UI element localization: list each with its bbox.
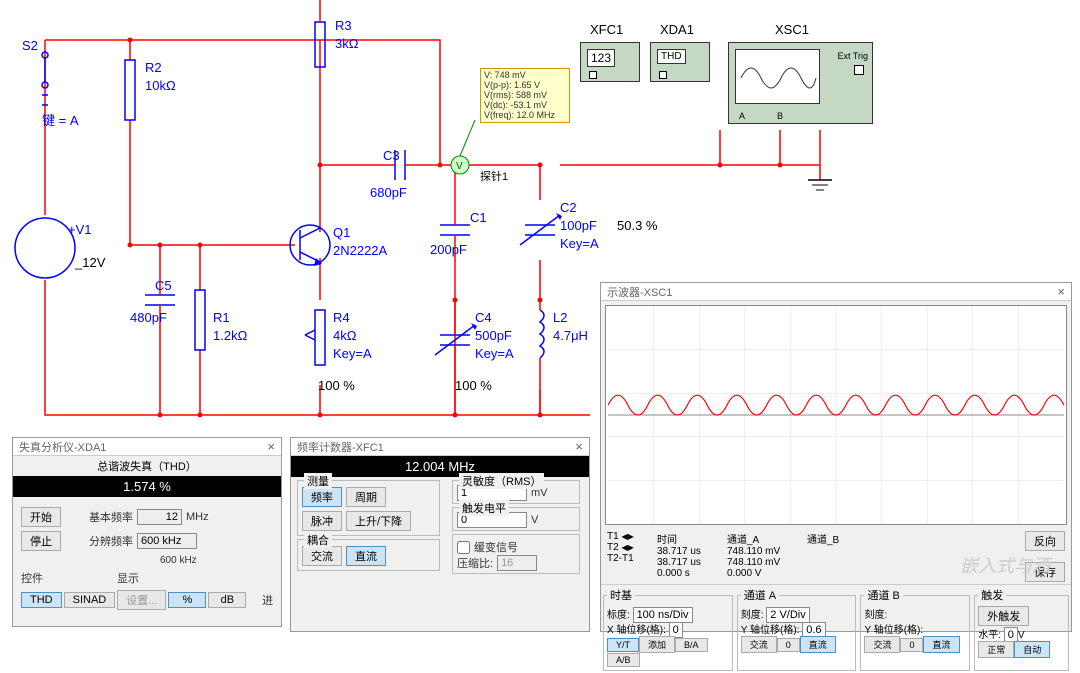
r1-value: 1.2kΩ (213, 328, 247, 343)
thd-label: 总谐波失真（THD） (13, 456, 281, 476)
xfc1-label: XFC1 (590, 22, 623, 37)
v1-label: +V1 (68, 222, 92, 237)
svg-text:V: V (456, 161, 463, 172)
s2-label: S2 (22, 38, 38, 53)
c2-label: C2 (560, 200, 577, 215)
close-icon[interactable]: × (267, 439, 275, 454)
r3-value: 3kΩ (335, 36, 358, 51)
pct-button[interactable]: % (168, 592, 206, 608)
c2-value: 100pF (560, 218, 597, 233)
scope-screen[interactable] (605, 305, 1067, 525)
c4-key: Key=A (475, 346, 514, 361)
yt-button[interactable]: Y/T (607, 638, 639, 652)
start-button[interactable]: 开始 (21, 507, 61, 527)
dc-button[interactable]: 直流 (346, 546, 386, 566)
close-icon[interactable]: × (575, 439, 583, 454)
xsc1-instrument[interactable]: Ext Trig A B (728, 42, 873, 124)
settings-button[interactable]: 设置... (117, 590, 166, 610)
add-button[interactable]: 添加 (639, 636, 675, 653)
updown-button[interactable]: 上升/下降 (346, 511, 411, 531)
close-icon[interactable]: × (1057, 284, 1065, 299)
probe-tooltip: V: 748 mVV(p-p): 1.65 VV(rms): 588 mVV(d… (480, 68, 570, 123)
r2-label: R2 (145, 60, 162, 75)
c5-label: C5 (155, 278, 172, 293)
xda-title: 失真分析仪-XDA1 (19, 439, 106, 455)
xda1-instrument[interactable]: THD (650, 42, 710, 82)
c5-value: 480pF (130, 310, 167, 325)
thd-value: 1.574 % (13, 476, 281, 497)
c3-value: 680pF (370, 185, 407, 200)
xfc1-display: 123 (587, 49, 615, 67)
base-freq-input[interactable]: 12 (137, 509, 182, 525)
save-button[interactable]: 保存 (1025, 562, 1065, 582)
r4-value: 4kΩ (333, 328, 356, 343)
r3-label: R3 (335, 18, 352, 33)
ba-button[interactable]: B/A (675, 638, 708, 652)
q1-value: 2N2222A (333, 243, 387, 258)
s2-key: 键 = A (42, 110, 79, 129)
freq-button[interactable]: 频率 (302, 487, 342, 507)
l2-value: 4.7μH (553, 328, 588, 343)
cha-dc-button[interactable]: 直流 (800, 636, 836, 653)
c1-label: C1 (470, 210, 487, 225)
c4-pct: 100 % (455, 378, 492, 393)
pulse-button[interactable]: 脉冲 (302, 511, 342, 531)
thd-button[interactable]: THD (21, 592, 62, 608)
probe-label: 探针1 (480, 168, 508, 184)
xfc1-instrument[interactable]: 123 (580, 42, 640, 82)
q1-label: Q1 (333, 225, 350, 240)
xda-panel: 失真分析仪-XDA1× 总谐波失真（THD） 1.574 % 开始 基本频率 1… (12, 437, 282, 627)
sinad-button[interactable]: SINAD (64, 592, 116, 608)
stop-button[interactable]: 停止 (21, 531, 61, 551)
c1-value: 200pF (430, 242, 467, 257)
xsc1-label: XSC1 (775, 22, 809, 37)
xda1-display: THD (657, 49, 686, 64)
c2-pct: 50.3 % (617, 218, 657, 233)
r2-value: 10kΩ (145, 78, 176, 93)
c4-value: 500pF (475, 328, 512, 343)
cha-0-button[interactable]: 0 (777, 638, 800, 652)
r1-label: R1 (213, 310, 230, 325)
slow-checkbox[interactable] (457, 541, 470, 554)
cha-ac-button[interactable]: 交流 (741, 636, 777, 653)
reverse-button[interactable]: 反向 (1025, 531, 1065, 551)
r4-label: R4 (333, 310, 350, 325)
xfc-title: 频率计数器-XFC1 (297, 439, 384, 455)
xsc-title: 示波器-XSC1 (607, 284, 672, 300)
db-button[interactable]: dB (208, 592, 246, 608)
c2-key: Key=A (560, 236, 599, 251)
r4-key: Key=A (333, 346, 372, 361)
ab-button[interactable]: A/B (607, 653, 640, 667)
c4-label: C4 (475, 310, 492, 325)
res-freq-input[interactable]: 600 kHz (137, 533, 197, 549)
xsc-panel: 示波器-XSC1× T1 ◀▶ T2 ◀▶ T2-T1 时间 38.717 us… (600, 282, 1072, 632)
v1-value: _12V (75, 255, 105, 270)
xda1-label: XDA1 (660, 22, 694, 37)
c3-label: C3 (383, 148, 400, 163)
l2-label: L2 (553, 310, 567, 325)
ac-button[interactable]: 交流 (302, 546, 342, 566)
r4-pct: 100 % (318, 378, 355, 393)
period-button[interactable]: 周期 (346, 487, 386, 507)
xfc-panel: 频率计数器-XFC1× 12.004 MHz 测量 频率周期 脉冲上升/下降 耦… (290, 437, 590, 632)
